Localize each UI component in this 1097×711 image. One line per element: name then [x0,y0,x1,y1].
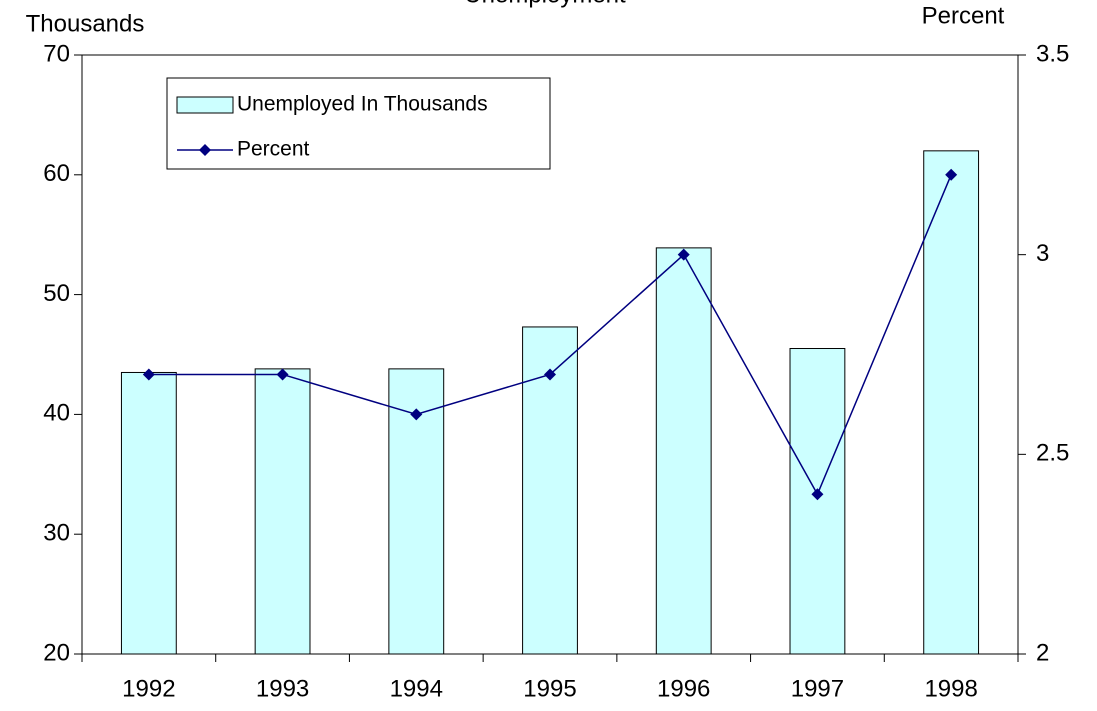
marker [410,408,423,421]
y2-axis-label: Percent [922,2,1005,29]
x-tick-label: 1996 [657,675,710,702]
y2-tick-label: 2 [1036,639,1049,666]
marker [276,368,289,381]
marker [945,168,958,181]
x-tick-label: 1997 [791,675,844,702]
legend-label: Percent [237,138,310,161]
x-tick-label: 1994 [390,675,443,702]
bar [254,368,311,655]
marker [142,368,155,381]
y-tick-label: 60 [43,160,70,187]
bar [655,247,712,655]
x-tick-label: 1993 [256,675,309,702]
y2-tick-label: 2.5 [1036,440,1069,467]
legend-box [166,77,551,170]
marker [811,488,824,501]
bar [120,371,177,655]
bar [789,348,846,655]
x-tick-label: 1995 [523,675,576,702]
y2-tick-label: 3 [1036,240,1049,267]
y-tick-label: 70 [43,40,70,67]
marker [544,368,556,381]
bar [522,326,578,655]
legend-swatch [176,96,234,114]
y-axis-label: Thousands [26,10,145,37]
legend-label: Unemployed In Thousands [237,93,488,116]
y-tick-label: 20 [43,639,70,666]
bar [923,150,980,655]
x-tick-label: 1998 [924,675,977,702]
marker [677,248,690,261]
chart-title: Unemployment [464,0,626,8]
legend-marker [199,144,211,156]
y-tick-label: 50 [43,280,70,307]
y2-tick-label: 3.5 [1036,40,1069,67]
y-tick-label: 40 [43,400,70,427]
y-tick-label: 30 [43,520,70,547]
x-tick-label: 1992 [122,675,175,702]
